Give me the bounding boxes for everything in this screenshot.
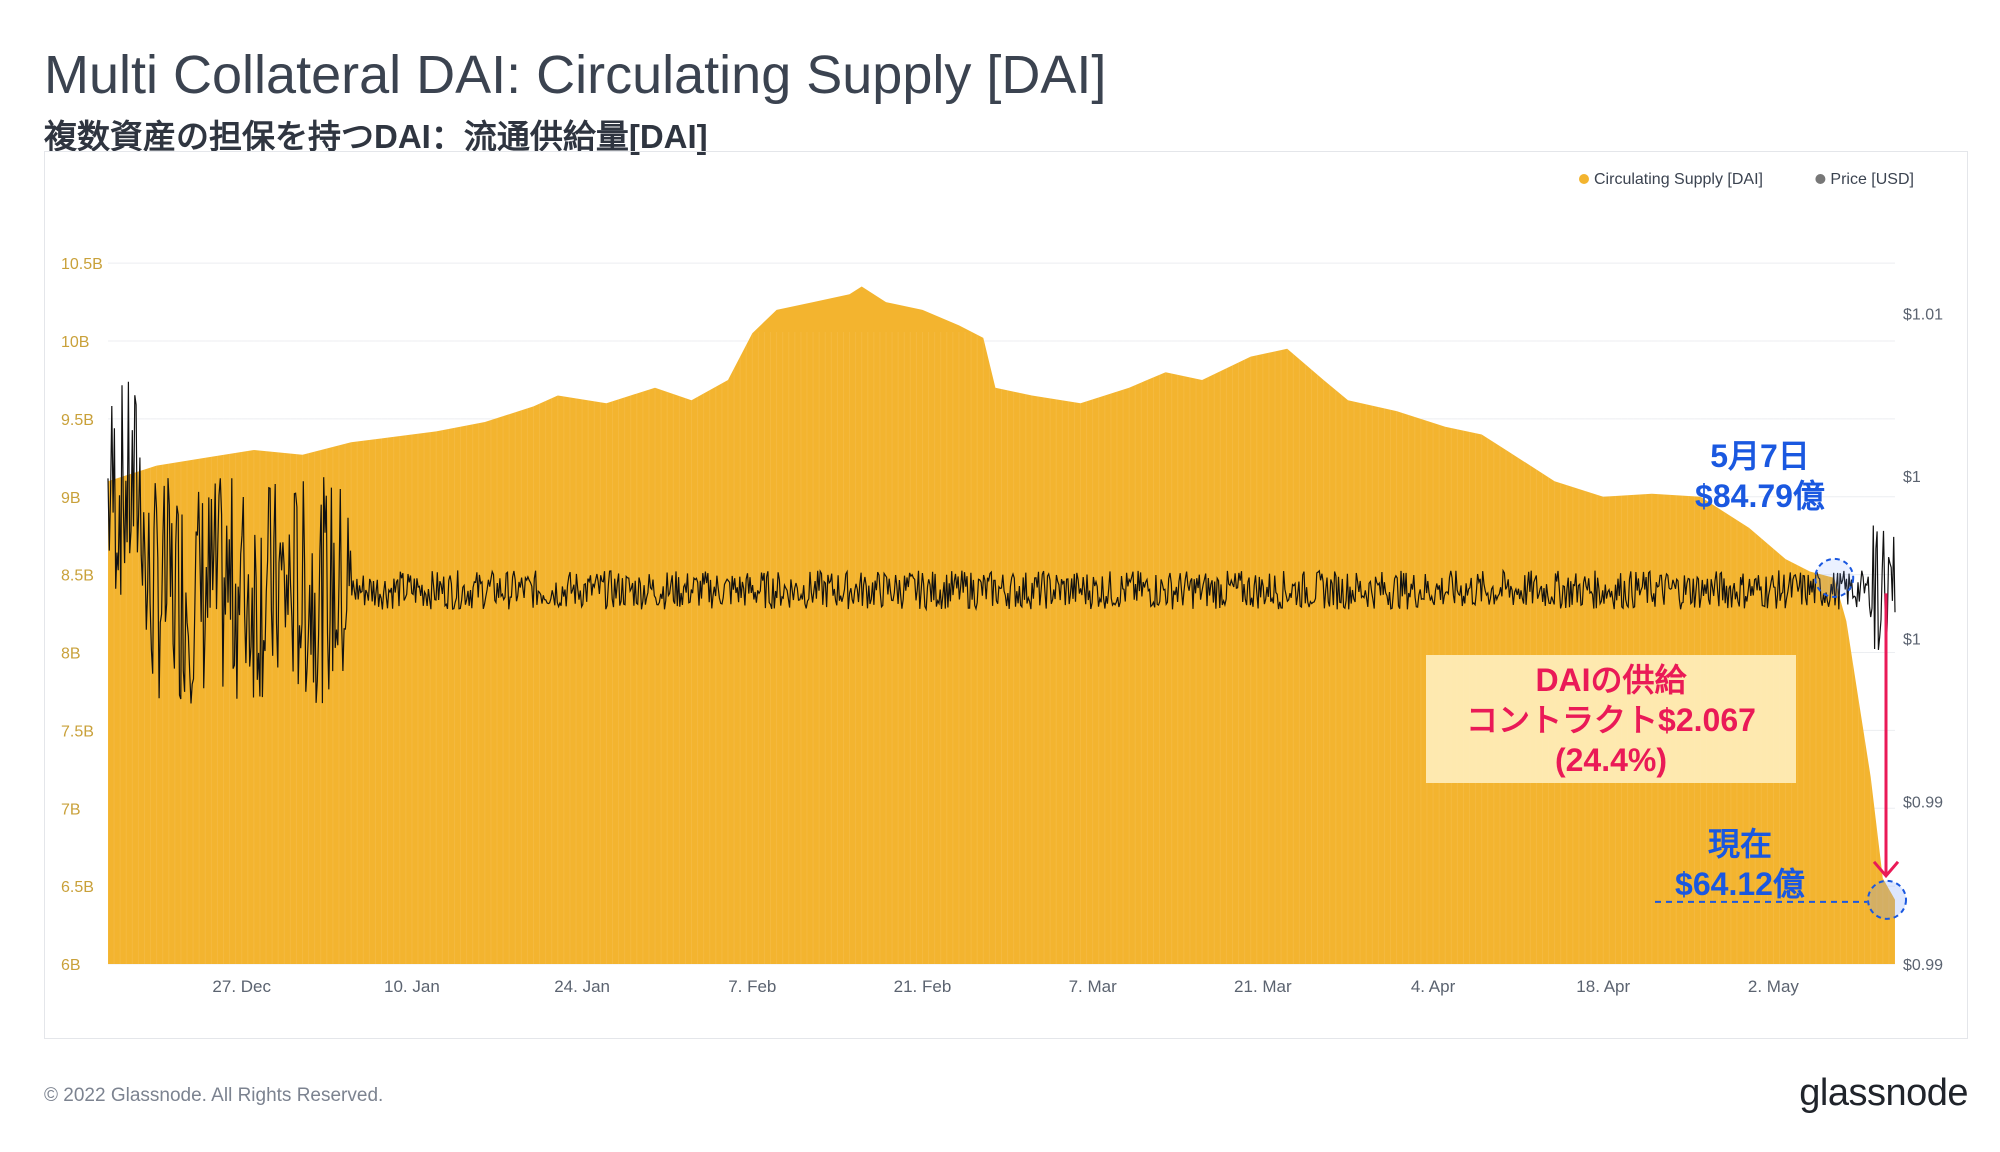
y-left-tick-label: 9B	[61, 490, 81, 507]
legend-label: Circulating Supply [DAI]	[1594, 171, 1763, 188]
now-value: $64.12億	[1675, 866, 1805, 902]
may7-value: $84.79億	[1695, 478, 1825, 514]
y-left-tick-label: 10.5B	[61, 256, 103, 273]
y-right-tick-label: $0.99	[1903, 957, 1943, 974]
drop-annotation: DAIの供給 コントラクト$2.067 (24.4%)	[1426, 660, 1796, 780]
supply-price-chart: 6B 6.5B 7B 7.5B 8B 8.5B 9B 9.5B 10B 10.5B $0.99 $0.…	[61, 171, 1943, 996]
y-left-tick-label: 8B	[61, 646, 81, 663]
legend-label: Price [USD]	[1830, 171, 1914, 188]
y-left-tick-label: 6.5B	[61, 879, 94, 896]
now-label: 現在	[1707, 826, 1772, 862]
may7-marker	[1814, 557, 1855, 598]
y-right-tick-label: $0.99	[1903, 794, 1943, 811]
x-tick-label: 7. Mar	[1069, 977, 1118, 996]
y-left-tick-label: 10B	[61, 334, 89, 351]
x-tick-label: 21. Feb	[894, 977, 952, 996]
chart-frame: 6B 6.5B 7B 7.5B 8B 8.5B 9B 9.5B 10B 10.5B $0.99 $0.…	[44, 151, 1968, 1039]
x-tick-label: 4. Apr	[1411, 977, 1456, 996]
y-left-tick-label: 9.5B	[61, 412, 94, 429]
y-left-tick-label: 7.5B	[61, 723, 94, 740]
drop-annotation-line1: DAIの供給	[1535, 662, 1687, 698]
x-tick-label: 27. Dec	[212, 977, 271, 996]
page-title: Multi Collateral DAI: Circulating Supply…	[44, 45, 1107, 105]
legend-dot	[1579, 174, 1589, 184]
y-right-tick-label: $1.01	[1903, 306, 1943, 323]
page-subtitle: 複数資産の担保を持つDAI：流通供給量[DAI]	[44, 118, 708, 155]
now-annotation: 現在 $64.12億	[1640, 824, 1840, 904]
glassnode-logo: glassnode	[1799, 1072, 1968, 1114]
y-left-tick-label: 7B	[61, 801, 81, 818]
y-left-tick-label: 8.5B	[61, 568, 94, 585]
may7-date: 5月7日	[1710, 438, 1810, 474]
supply-area	[108, 286, 1895, 964]
legend-dot	[1815, 174, 1826, 184]
price-line	[107, 381, 1896, 704]
x-tick-label: 10. Jan	[384, 977, 440, 996]
x-tick-label: 24. Jan	[554, 977, 610, 996]
x-tick-label: 2. May	[1748, 977, 1800, 996]
x-tick-label: 18. Apr	[1576, 977, 1630, 996]
drop-arrow-head	[1872, 860, 1900, 879]
may7-annotation: 5月7日 $84.79億	[1660, 436, 1860, 516]
y-right-tick-label: $1	[1903, 632, 1921, 649]
y-left-tick-label: 6B	[61, 957, 81, 974]
drop-annotation-box	[1426, 655, 1796, 783]
now-marker	[1867, 879, 1907, 920]
drop-annotation-line2: コントラクト$2.067	[1466, 702, 1756, 738]
drop-annotation-line3: (24.4%)	[1554, 742, 1668, 778]
x-tick-label: 7. Feb	[728, 977, 776, 996]
x-tick-label: 21. Mar	[1234, 977, 1292, 996]
copyright: © 2022 Glassnode. All Rights Reserved.	[44, 1085, 384, 1106]
y-right-tick-label: $1	[1903, 469, 1921, 486]
